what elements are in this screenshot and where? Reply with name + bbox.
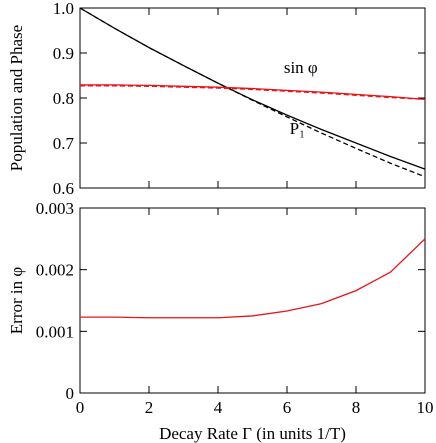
y-tick-label: 0 [66, 384, 75, 403]
series-label: sin φ [284, 58, 318, 77]
x-tick-label: 2 [145, 398, 154, 417]
plot-frame [79, 207, 426, 394]
x-tick-label: 4 [214, 398, 223, 417]
x-tick-label: 8 [352, 398, 361, 417]
data-line [80, 85, 426, 100]
y-axis-label: Error in φ [7, 267, 26, 335]
x-tick-label: 6 [283, 398, 292, 417]
series-label: P₁ [290, 119, 305, 138]
data-line [80, 238, 426, 319]
y-axis-label: Population and Phase [7, 25, 26, 171]
x-tick-label: 10 [417, 398, 434, 417]
x-tick-label: 0 [76, 398, 85, 417]
y-tick-label: 0.8 [53, 89, 74, 108]
y-tick-label: 0.001 [36, 322, 74, 341]
data-line [79, 7, 426, 178]
y-tick-label: 0.6 [53, 179, 74, 198]
y-tick-label: 1.0 [53, 0, 74, 18]
y-tick-label: 0.9 [53, 44, 74, 63]
plot-frame [79, 7, 426, 189]
y-tick-label: 0.002 [36, 261, 74, 280]
y-tick-label: 0.003 [36, 199, 74, 218]
y-tick-label: 0.7 [53, 134, 75, 153]
x-axis-label: Decay Rate Γ (in units 1/T) [159, 424, 346, 443]
data-line [80, 84, 426, 100]
